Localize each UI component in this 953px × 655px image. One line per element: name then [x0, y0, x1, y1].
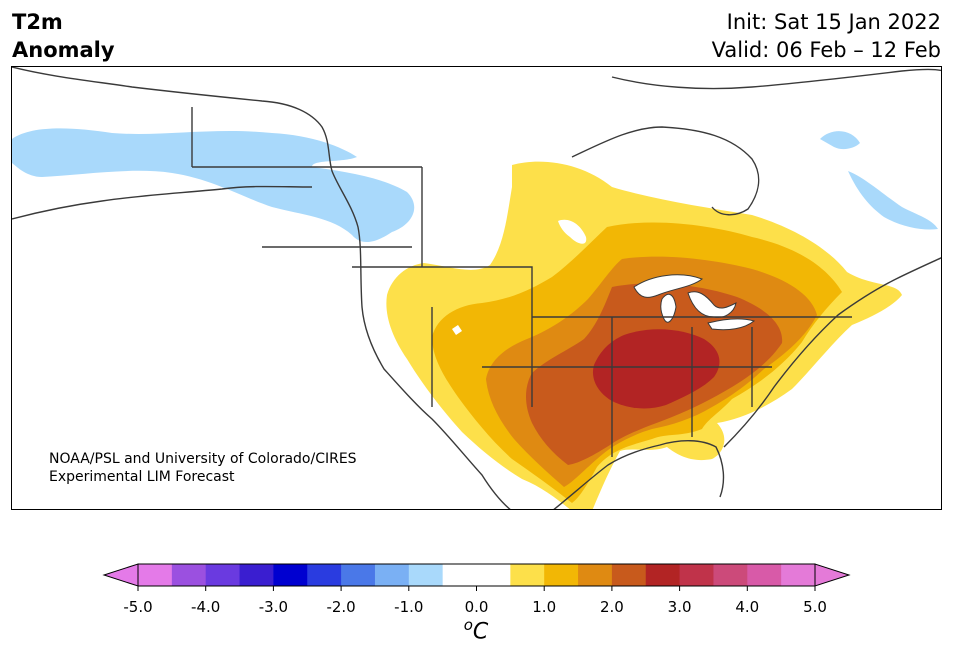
- colorbar-swatch: [510, 564, 545, 586]
- cold-anomaly-northwest: [12, 128, 415, 243]
- credit-line-2: Experimental LIM Forecast: [49, 469, 235, 485]
- great-lakes: [633, 274, 756, 331]
- colorbar-tick-label: 2.0: [599, 598, 624, 616]
- colorbar-swatch: [408, 564, 444, 586]
- colorbar: -5.0 -4.0 -3.0 -2.0 -1.0 0.0 1.0 2.0 3.0 4.0 5.0 o…: [0, 560, 953, 655]
- colorbar-extend-high: [814, 563, 851, 587]
- colorbar-swatch: [171, 564, 207, 586]
- valid-range: Valid: 06 Feb – 12 Feb: [711, 38, 941, 62]
- colorbar-swatch: [239, 564, 274, 586]
- coastlines: [12, 67, 941, 509]
- colorbar-swatch: [476, 564, 511, 586]
- colorbar-scale: [102, 563, 851, 591]
- colorbar-swatch: [781, 564, 816, 586]
- colorbar-swatch: [205, 564, 241, 586]
- anomaly-map: NOAA/PSL and University of Colorado/CIRE…: [11, 66, 942, 510]
- colorbar-swatch: [578, 564, 613, 586]
- credit-line-1: NOAA/PSL and University of Colorado/CIRE…: [49, 451, 357, 467]
- colorbar-tick-label: 1.0: [532, 598, 557, 616]
- colorbar-tick-label: -3.0: [258, 598, 289, 616]
- colorbar-swatch: [341, 564, 376, 586]
- colorbar-swatch: [544, 564, 579, 586]
- colorbar-swatch: [611, 564, 647, 586]
- colorbar-tick-label: -5.0: [123, 598, 153, 616]
- colorbar-tick-label: 4.0: [735, 598, 760, 616]
- colorbar-swatch: [273, 564, 308, 586]
- colorbar-unit: oC: [463, 616, 489, 645]
- hudson-bay-inlet: [558, 219, 587, 244]
- colorbar-tick-label: -1.0: [394, 598, 424, 616]
- map-canvas: [12, 67, 941, 509]
- colorbar-tick-label: 0.0: [464, 598, 489, 616]
- colorbar-tick-label: -4.0: [191, 598, 221, 616]
- colorbar-tick-label: 5.0: [803, 598, 827, 616]
- colorbar-tick-label: -2.0: [326, 598, 356, 616]
- title-line-1: T2m: [12, 10, 63, 34]
- colorbar-swatch: [138, 564, 173, 586]
- cold-anomaly-northeast: [820, 131, 938, 230]
- colorbar-extend-low: [102, 563, 139, 587]
- colorbar-swatch: [747, 564, 782, 586]
- salt-lake: [452, 325, 462, 335]
- colorbar-tick-label: 3.0: [667, 598, 692, 616]
- colorbar-swatch: [713, 564, 748, 586]
- colorbar-swatch: [374, 564, 410, 586]
- forecast-dates: Init: Sat 15 Jan 2022 Valid: 06 Feb – 12…: [712, 8, 941, 64]
- colorbar-swatch: [679, 564, 714, 586]
- data-credit: NOAA/PSL and University of Colorado/CIRE…: [49, 450, 357, 486]
- colorbar-swatch: [307, 564, 342, 586]
- title-line-2: Anomaly: [12, 38, 115, 62]
- map-title: T2m Anomaly: [12, 8, 115, 64]
- colorbar-swatch: [645, 564, 681, 586]
- colorbar-swatch: [442, 564, 477, 586]
- init-date: Init: Sat 15 Jan 2022: [726, 10, 941, 34]
- warm-anomaly-level-5: [592, 329, 720, 409]
